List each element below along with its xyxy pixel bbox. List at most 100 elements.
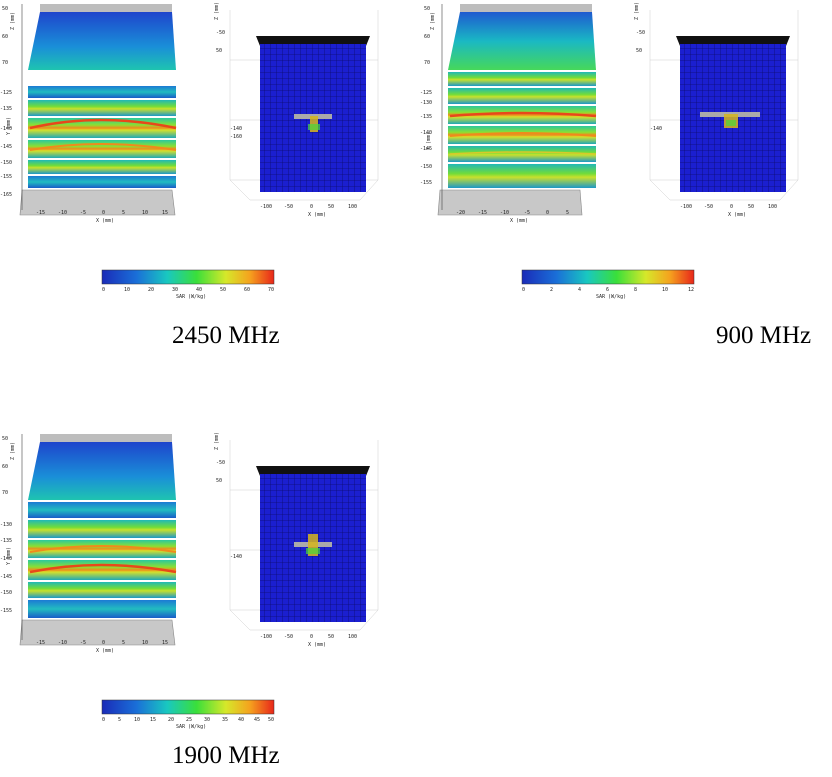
svg-text:Z (mm): Z (mm) bbox=[634, 2, 640, 20]
svg-text:-145: -145 bbox=[0, 574, 12, 580]
svg-text:0: 0 bbox=[310, 204, 313, 210]
phantom-top bbox=[256, 466, 370, 476]
phantom-plot-2450: -50 50 Z (mm) -140 -160 -100 -50 0 50 10… bbox=[214, 2, 379, 218]
svg-text:10: 10 bbox=[134, 717, 140, 723]
slice-1 bbox=[448, 72, 596, 86]
svg-text:60: 60 bbox=[424, 34, 430, 40]
svg-text:X (mm): X (mm) bbox=[308, 642, 326, 648]
figure-panel-900: 50 60 70 -125 -130 -135 -140 -145 -150 -… bbox=[420, 0, 832, 360]
colorbar-gradient bbox=[521, 269, 695, 285]
svg-text:4: 4 bbox=[578, 287, 581, 293]
svg-text:X (mm): X (mm) bbox=[96, 218, 114, 224]
sar-slices-plot-2450: 50 60 70 -125 -135 -140 -145 -150 -155 -… bbox=[0, 4, 177, 224]
svg-text:70: 70 bbox=[424, 60, 430, 66]
svg-text:70: 70 bbox=[2, 490, 8, 496]
svg-text:45: 45 bbox=[254, 717, 260, 723]
svg-text:-125: -125 bbox=[0, 90, 12, 96]
phantom-top bbox=[676, 36, 790, 46]
svg-text:15: 15 bbox=[162, 640, 168, 646]
slice-4 bbox=[28, 140, 176, 158]
svg-text:15: 15 bbox=[162, 210, 168, 216]
svg-text:25: 25 bbox=[186, 717, 192, 723]
svg-text:60: 60 bbox=[2, 464, 8, 470]
colorbar-1900: 0 5 10 15 20 25 30 35 40 45 50 SAR (W/kg… bbox=[101, 699, 275, 730]
hotspot-ridge bbox=[29, 563, 177, 574]
svg-text:0: 0 bbox=[102, 210, 105, 216]
svg-text:0: 0 bbox=[546, 210, 549, 216]
svg-text:0: 0 bbox=[730, 204, 733, 210]
svg-text:-5: -5 bbox=[524, 210, 530, 216]
sar-slices-plot-900: 50 60 70 -125 -130 -135 -140 -145 -150 -… bbox=[420, 4, 597, 224]
svg-text:15: 15 bbox=[150, 717, 156, 723]
svg-text:10: 10 bbox=[124, 287, 130, 293]
svg-text:-100: -100 bbox=[260, 634, 272, 640]
slice-4 bbox=[448, 126, 596, 144]
svg-text:5: 5 bbox=[122, 210, 125, 216]
svg-text:50: 50 bbox=[216, 478, 222, 484]
svg-text:-140: -140 bbox=[420, 130, 432, 136]
svg-text:8: 8 bbox=[634, 287, 637, 293]
svg-text:-100: -100 bbox=[680, 204, 692, 210]
svg-text:Z (mm): Z (mm) bbox=[10, 12, 16, 30]
svg-text:-140: -140 bbox=[650, 126, 662, 132]
svg-text:-5: -5 bbox=[80, 640, 86, 646]
svg-text:0: 0 bbox=[102, 717, 105, 723]
slice-6 bbox=[448, 164, 596, 188]
svg-text:-20: -20 bbox=[456, 210, 465, 216]
hotspot-ridge bbox=[449, 111, 597, 118]
svg-text:30: 30 bbox=[172, 287, 178, 293]
slice-1 bbox=[28, 86, 176, 98]
svg-text:-15: -15 bbox=[36, 210, 45, 216]
svg-text:60: 60 bbox=[244, 287, 250, 293]
svg-text:50: 50 bbox=[328, 634, 334, 640]
colorbar-2450: 0 10 20 30 40 50 60 70 SAR (W/kg) bbox=[101, 269, 275, 300]
svg-text:10: 10 bbox=[142, 210, 148, 216]
svg-text:-155: -155 bbox=[0, 174, 12, 180]
colorbar-900: 0 2 4 6 8 10 12 SAR (W/kg) bbox=[521, 269, 695, 300]
svg-text:20: 20 bbox=[148, 287, 154, 293]
svg-text:-10: -10 bbox=[58, 640, 67, 646]
svg-text:0: 0 bbox=[522, 287, 525, 293]
top-surface bbox=[448, 12, 596, 70]
svg-text:20: 20 bbox=[168, 717, 174, 723]
y-axis-ticks: 50 60 70 -125 -130 -135 -140 -145 -150 -… bbox=[420, 6, 432, 186]
svg-text:-50: -50 bbox=[216, 460, 225, 466]
slice-2 bbox=[28, 100, 176, 116]
svg-text:SAR (W/kg): SAR (W/kg) bbox=[596, 294, 626, 300]
svg-text:5: 5 bbox=[566, 210, 569, 216]
svg-text:SAR (W/kg): SAR (W/kg) bbox=[176, 294, 206, 300]
svg-text:-160: -160 bbox=[230, 134, 242, 140]
slice-2 bbox=[448, 88, 596, 104]
colorbar-gradient bbox=[101, 269, 275, 285]
x-axis-ticks: -15 -10 -5 0 5 10 15 bbox=[36, 640, 168, 646]
slice-5 bbox=[28, 582, 176, 598]
slice-6 bbox=[28, 600, 176, 618]
svg-text:10: 10 bbox=[142, 640, 148, 646]
svg-text:-140: -140 bbox=[0, 126, 12, 132]
hotspot-ridge bbox=[29, 118, 177, 130]
svg-text:30: 30 bbox=[204, 717, 210, 723]
svg-text:-5: -5 bbox=[80, 210, 86, 216]
svg-text:-155: -155 bbox=[420, 180, 432, 186]
svg-text:-10: -10 bbox=[58, 210, 67, 216]
svg-text:50: 50 bbox=[268, 717, 274, 723]
svg-text:Y (mm): Y (mm) bbox=[6, 117, 12, 135]
svg-text:-135: -135 bbox=[420, 114, 432, 120]
svg-text:-100: -100 bbox=[260, 204, 272, 210]
svg-text:-50: -50 bbox=[284, 204, 293, 210]
svg-text:-15: -15 bbox=[36, 640, 45, 646]
svg-text:-150: -150 bbox=[0, 160, 12, 166]
slice-5 bbox=[28, 160, 176, 174]
slice-2 bbox=[28, 520, 176, 538]
colorbar-ticks: 0 10 20 30 40 50 60 70 bbox=[102, 287, 274, 293]
x-axis-ticks: -15 -10 -5 0 5 10 15 bbox=[36, 210, 168, 216]
y-axis-ticks: 50 60 70 -125 -135 -140 -145 -150 -155 -… bbox=[0, 6, 12, 198]
svg-text:100: 100 bbox=[348, 204, 357, 210]
svg-text:-50: -50 bbox=[704, 204, 713, 210]
svg-text:70: 70 bbox=[268, 287, 274, 293]
x-axis-ticks: -100 -50 0 50 100 bbox=[260, 204, 357, 210]
phantom-top bbox=[256, 36, 370, 46]
caption-2450: 2450 MHz bbox=[172, 322, 280, 349]
svg-text:-150: -150 bbox=[0, 590, 12, 596]
y-axis-ticks: 50 60 70 -130 -135 -140 -145 -150 -155 bbox=[0, 436, 12, 614]
